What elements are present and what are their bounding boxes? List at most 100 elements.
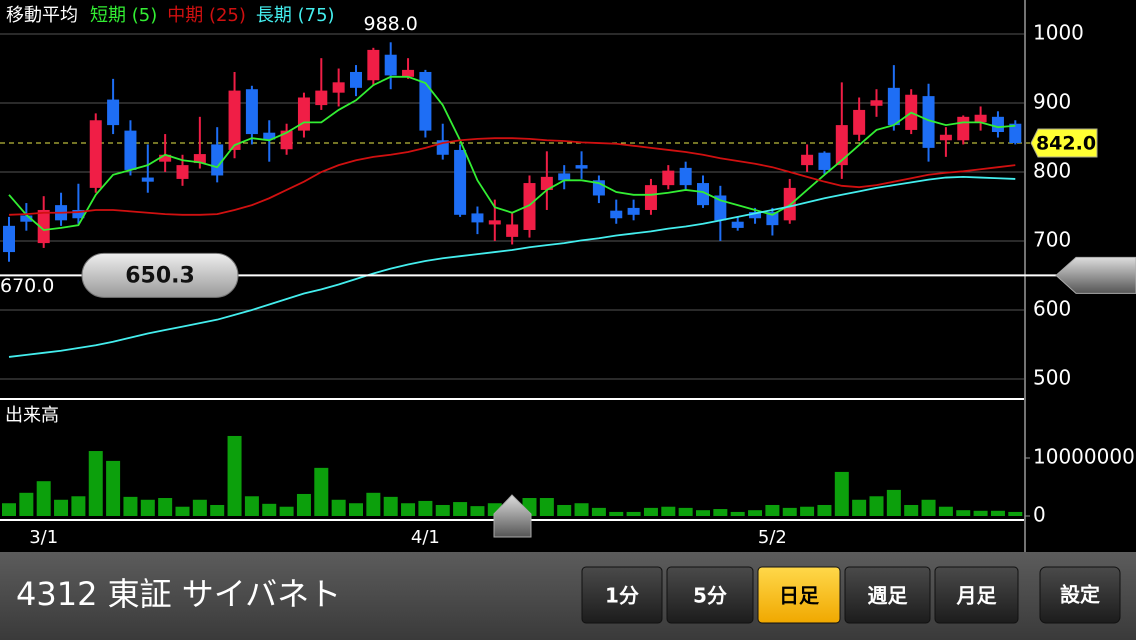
volume-bar [869, 496, 884, 516]
volume-bar [834, 471, 849, 516]
volume-bar [244, 496, 259, 516]
volume-bar [591, 507, 606, 516]
volume-bar [609, 511, 624, 516]
candle-body [124, 130, 137, 170]
volume-bar [904, 504, 919, 516]
legend-title: 移動平均 [6, 5, 78, 26]
volume-bar [782, 507, 797, 516]
candle-body [384, 54, 397, 76]
candle-body [471, 213, 484, 223]
period-button[interactable] [757, 566, 841, 624]
candle-body [315, 90, 328, 106]
legend-entry: 中期 (25) [167, 5, 246, 26]
volume-bar [210, 504, 225, 516]
volume-bar [713, 509, 728, 516]
volume-bar [123, 496, 138, 516]
candle-body [159, 154, 172, 162]
y-tick-label: 10000000 [1033, 445, 1135, 469]
candle-body [506, 224, 519, 237]
candle-body [801, 154, 814, 166]
volume-bar [453, 502, 468, 516]
period-button-label[interactable]: 5分 [693, 584, 727, 608]
candle-body [766, 212, 779, 226]
volume-bar [678, 507, 693, 516]
volume-bar [366, 492, 381, 516]
y-tick-label: 800 [1033, 159, 1071, 183]
volume-bar [435, 504, 450, 516]
volume-bar [279, 506, 294, 516]
crosshair-handle[interactable] [1055, 256, 1136, 294]
volume-title: 出来高 [5, 405, 59, 426]
volume-bar [262, 503, 277, 516]
volume-bar [956, 510, 971, 516]
crosshair-pill [81, 252, 239, 298]
volume-bar [401, 503, 416, 516]
volume-bar [36, 481, 51, 516]
volume-bar [88, 451, 103, 516]
candle-body [957, 116, 970, 141]
period-button[interactable] [934, 566, 1019, 624]
volume-bar [158, 498, 173, 516]
candle-body [627, 207, 640, 215]
high-label: 988.0 [363, 13, 417, 35]
volume-bar [730, 511, 745, 516]
candle-body [523, 183, 536, 230]
period-button-label[interactable]: 週足 [868, 584, 909, 608]
period-button-label[interactable]: 月足 [956, 584, 998, 608]
legend-entry: 長期 (75) [256, 5, 335, 26]
candle-body [488, 220, 501, 225]
volume-bar [765, 504, 780, 516]
candle-body [141, 177, 154, 182]
candle-body [870, 100, 883, 106]
overlay: 移動平均 短期 (5) 中期 (25) 長期 (75) 出来高 3/1 4/1 5/2 988.… [0, 5, 1136, 548]
candle-body [176, 165, 189, 179]
period-button-label[interactable]: 1分 [605, 584, 639, 608]
crosshair-x-handle[interactable] [493, 494, 532, 538]
volume-bar [470, 506, 485, 516]
volume-bar [296, 493, 311, 516]
candle-body [991, 116, 1004, 132]
candle-body [540, 176, 553, 190]
y-tick-label: 1000 [1033, 21, 1084, 45]
period-buttons: 1分 5分 日足 週足 月足 設定 [581, 566, 1121, 624]
x-tick-label: 5/2 [758, 527, 787, 548]
moving-average-line [8, 75, 1016, 231]
volume-bar [886, 489, 901, 516]
volume-bar [557, 504, 572, 516]
period-button-label[interactable]: 日足 [779, 584, 820, 608]
candle-body [245, 89, 258, 135]
volume-bar [643, 507, 658, 516]
y-tick-label: 0 [1033, 503, 1046, 527]
volume-bar [383, 496, 398, 516]
volume-bar [175, 506, 190, 516]
volume-bar [990, 510, 1005, 516]
candle-body [974, 114, 987, 123]
volume-bar [852, 499, 867, 516]
candle-body [575, 165, 588, 169]
candle-body [731, 221, 744, 228]
period-button[interactable] [581, 566, 663, 624]
period-button[interactable] [844, 566, 931, 624]
volume-bar [800, 506, 815, 516]
settings-button[interactable] [1039, 566, 1121, 624]
volume-bar [106, 460, 121, 516]
volume-bar [71, 496, 86, 516]
candle-body [402, 69, 415, 77]
volume-bar [1008, 511, 1023, 516]
settings-button-label[interactable]: 設定 [1060, 583, 1100, 607]
candle-body [20, 215, 33, 222]
candle-body [697, 183, 709, 206]
y-tick-label: 700 [1033, 228, 1071, 252]
candle-body [454, 149, 467, 215]
crosshair-label: 650.3 [125, 263, 195, 288]
volume-bar [574, 503, 589, 516]
x-tick-label: 3/1 [29, 527, 58, 548]
volume-bar [331, 499, 346, 516]
legend-entry: 短期 (5) [90, 5, 157, 26]
candle-body [332, 82, 345, 93]
period-button[interactable] [666, 566, 754, 624]
candle-body [818, 152, 831, 170]
candle-body [280, 130, 293, 150]
candle-body [644, 185, 657, 210]
